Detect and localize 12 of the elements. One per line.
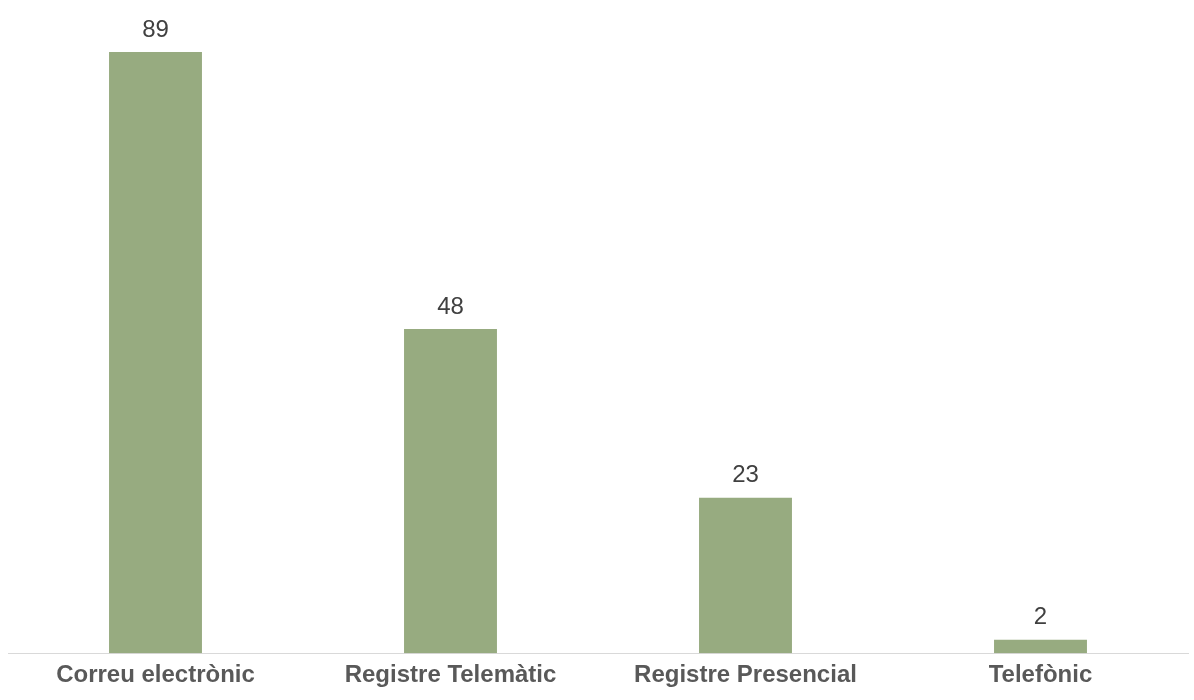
data-label: 2 (1033, 602, 1048, 630)
bar (699, 497, 792, 654)
bar (404, 328, 497, 654)
x-tick-label: Registre Presencial (634, 660, 857, 688)
data-label: 48 (437, 291, 464, 319)
data-label: 89 (142, 14, 169, 42)
x-tick-label: Telefònic (988, 660, 1093, 688)
data-label: 23 (732, 460, 759, 488)
x-tick-label: Correu electrònic (56, 660, 255, 688)
x-tick-label: Registre Telemàtic (344, 660, 557, 688)
bar (109, 52, 202, 654)
bar (994, 639, 1087, 654)
